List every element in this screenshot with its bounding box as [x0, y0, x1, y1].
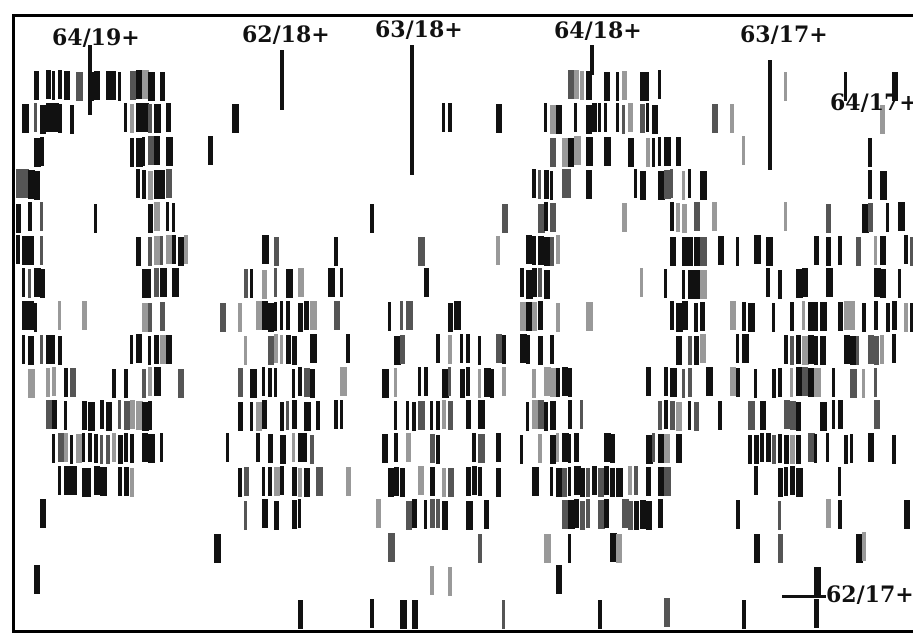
- label-63-17: 63/17+: [740, 22, 828, 48]
- frame-top: [12, 14, 913, 17]
- frame-left: [12, 14, 15, 633]
- label-62-18: 62/18+: [242, 22, 330, 48]
- label-64-17: 64/17+: [830, 90, 913, 116]
- frame-bottom: [12, 630, 913, 633]
- label-64-18: 64/18+: [554, 18, 642, 44]
- label-64-19: 64/19+: [52, 25, 140, 51]
- label-63-18: 63/18+: [375, 17, 463, 43]
- label-62-17: 62/17+: [826, 582, 913, 608]
- pointer-62-17: [782, 595, 826, 598]
